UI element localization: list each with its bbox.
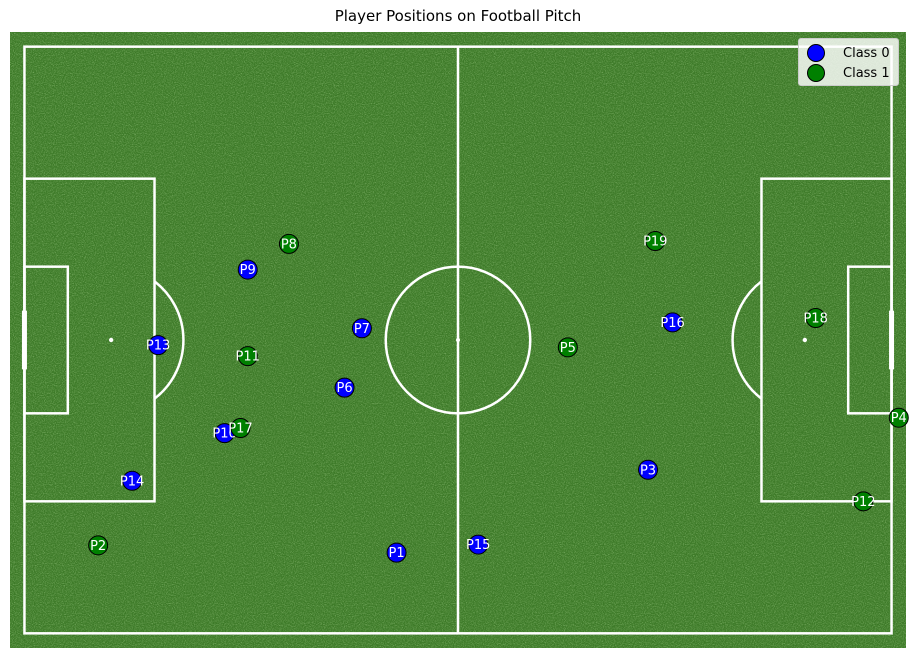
player-label-p18: P18 bbox=[803, 312, 827, 327]
player-marker-p11 bbox=[237, 346, 258, 367]
player-marker-p7 bbox=[351, 318, 372, 339]
player-p8: P8 bbox=[278, 233, 299, 254]
player-p15: P15 bbox=[466, 534, 490, 555]
right-penalty-arc bbox=[731, 280, 763, 400]
player-marker-p9 bbox=[237, 259, 258, 280]
player-p17: P17 bbox=[228, 418, 253, 438]
player-label-p6: P6 bbox=[336, 381, 352, 396]
player-label-p1: P1 bbox=[389, 546, 405, 561]
player-p18: P18 bbox=[803, 308, 828, 328]
player-p2: P2 bbox=[88, 535, 109, 556]
player-label-p13: P13 bbox=[146, 339, 170, 354]
player-label-p15: P15 bbox=[466, 538, 490, 553]
player-p9: P9 bbox=[237, 259, 258, 280]
player-label-p9: P9 bbox=[240, 263, 256, 278]
legend-entry-class-1: Class 1 bbox=[807, 63, 890, 83]
player-marker-p19 bbox=[645, 231, 666, 251]
player-label-p11: P11 bbox=[236, 350, 260, 365]
center-circle bbox=[384, 265, 532, 415]
player-label-p2: P2 bbox=[90, 539, 106, 554]
player-p11: P11 bbox=[236, 346, 260, 367]
player-marker-p12 bbox=[853, 491, 874, 512]
player-p5: P5 bbox=[557, 337, 578, 358]
player-label-p17: P17 bbox=[228, 422, 252, 437]
legend-label-class-0: Class 0 bbox=[843, 45, 890, 61]
player-marker-p3 bbox=[638, 459, 659, 480]
player-label-p16: P16 bbox=[660, 316, 684, 331]
player-p19: P19 bbox=[643, 231, 667, 251]
player-p4: P4 bbox=[888, 407, 909, 428]
center-spot bbox=[456, 338, 460, 342]
player-p6: P6 bbox=[334, 377, 355, 398]
player-marker-p6 bbox=[334, 377, 355, 398]
left-penalty-spot bbox=[108, 337, 114, 343]
player-p7: P7 bbox=[351, 318, 372, 339]
player-marker-p8 bbox=[278, 233, 299, 254]
player-p13: P13 bbox=[146, 335, 170, 356]
player-marker-p1 bbox=[386, 542, 407, 563]
right-penalty-spot bbox=[802, 337, 808, 343]
player-p12: P12 bbox=[851, 491, 876, 512]
player-p16: P16 bbox=[660, 312, 685, 333]
player-label-p10: P10 bbox=[212, 427, 236, 442]
player-marker-p17 bbox=[230, 418, 251, 438]
player-label-p19: P19 bbox=[643, 235, 667, 250]
player-marker-p16 bbox=[662, 312, 683, 333]
player-marker-p2 bbox=[88, 535, 109, 556]
player-label-p7: P7 bbox=[354, 322, 370, 337]
player-marker-p13 bbox=[148, 335, 169, 356]
player-p14: P14 bbox=[120, 470, 144, 491]
legend: Class 0 Class 1 bbox=[798, 38, 899, 86]
player-marker-p15 bbox=[468, 534, 489, 555]
player-label-p3: P3 bbox=[640, 463, 656, 478]
chart-title: Player Positions on Football Pitch bbox=[334, 7, 582, 25]
player-p3: P3 bbox=[638, 459, 659, 480]
player-label-p14: P14 bbox=[120, 474, 144, 489]
player-p1: P1 bbox=[386, 542, 407, 563]
player-label-p5: P5 bbox=[560, 341, 576, 356]
left-penalty-arc bbox=[153, 280, 185, 400]
player-marker-p18 bbox=[805, 308, 826, 328]
legend-entry-class-0: Class 0 bbox=[807, 43, 890, 63]
player-marker-p5 bbox=[557, 337, 578, 358]
legend-marker-class-1 bbox=[807, 64, 825, 82]
player-marker-p4 bbox=[888, 407, 909, 428]
player-marker-p14 bbox=[122, 470, 143, 491]
player-label-p12: P12 bbox=[851, 495, 875, 510]
player-label-p8: P8 bbox=[281, 237, 297, 252]
legend-marker-class-0 bbox=[807, 44, 825, 62]
player-label-p4: P4 bbox=[891, 411, 907, 426]
legend-label-class-1: Class 1 bbox=[843, 65, 890, 81]
